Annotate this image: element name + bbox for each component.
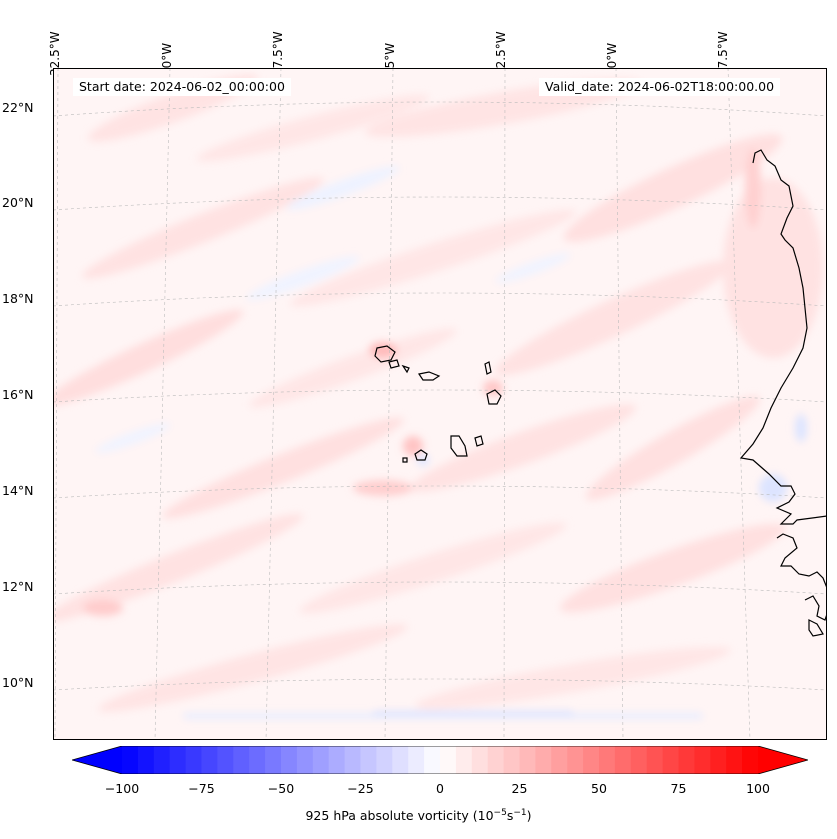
lat-label: 14°N: [2, 483, 34, 498]
colorbar-cell: [646, 746, 664, 774]
lat-label: 16°N: [2, 387, 34, 402]
colorbar-tick-label: 50: [591, 781, 607, 796]
valid-date-label: Valid_date: 2024-06-02T18:00:00.00: [539, 78, 781, 96]
colorbar-tick-label: 0: [436, 781, 444, 796]
lat-label: 12°N: [2, 579, 34, 594]
lat-label: 10°N: [2, 675, 34, 690]
lat-label: 20°N: [2, 195, 34, 210]
colorbar-cell: [392, 746, 409, 774]
colorbar-tick-label: 25: [511, 781, 528, 796]
start-date-label: Start date: 2024-06-02_00:00:00: [73, 78, 291, 96]
colorbar-cell: [599, 746, 616, 774]
lat-label: 18°N: [2, 291, 34, 306]
colorbar-cell: [185, 746, 202, 774]
colorbar-cell: [662, 746, 679, 774]
vorticity-field: [43, 74, 823, 719]
colorbar-cell: [296, 746, 314, 774]
colorbar-cell: [440, 746, 457, 774]
colorbar-cell: [328, 746, 346, 774]
colorbar-cell: [376, 746, 393, 774]
colorbar-min-arrow: [72, 746, 122, 774]
colorbar-cell: [726, 746, 743, 774]
colorbar-tick-label: −50: [267, 781, 295, 796]
vorticity-map: [43, 67, 828, 741]
colorbar-cell: [551, 746, 568, 774]
colorbar-cell: [344, 746, 361, 774]
colorbar-cell: [137, 746, 155, 774]
colorbar-cell: [503, 746, 520, 774]
colorbar-cell: [567, 746, 584, 774]
colorbar-cell: [614, 746, 632, 774]
colorbar-cell: [583, 746, 600, 774]
colorbar: [72, 746, 808, 774]
lat-label: 22°N: [2, 100, 34, 115]
colorbar-tick-label: 75: [670, 781, 687, 796]
colorbar-cell: [710, 746, 727, 774]
colorbar-max-arrow: [758, 746, 808, 774]
colorbar-tick-label: −100: [104, 781, 140, 796]
colorbar-cell: [630, 746, 648, 774]
colorbar-tick-label: −25: [347, 781, 374, 796]
colorbar-cell: [519, 746, 536, 774]
colorbar-cell: [265, 746, 282, 774]
colorbar-cell: [201, 746, 218, 774]
colorbar-label: 925 hPa absolute vorticity (10−5s−1): [305, 808, 532, 824]
map-frame: [53, 68, 827, 740]
colorbar-cell: [408, 746, 425, 774]
coastline: [374, 149, 828, 637]
colorbar-cell: [742, 746, 759, 774]
colorbar-cell: [455, 746, 473, 774]
colorbar-cell: [312, 746, 330, 774]
colorbar-cell: [487, 746, 505, 774]
colorbar-cell: [233, 746, 250, 774]
colorbar-cell: [281, 746, 298, 774]
colorbar-cell: [535, 746, 552, 774]
colorbar-tick-label: −75: [188, 781, 215, 796]
colorbar-cell: [217, 746, 234, 774]
colorbar-cell: [678, 746, 695, 774]
colorbar-cell: [694, 746, 711, 774]
map-panel: [43, 67, 828, 741]
colorbar-cell: [122, 746, 139, 774]
colorbar-cell: [360, 746, 377, 774]
colorbar-cell: [169, 746, 187, 774]
colorbar-tick-label: 100: [746, 781, 770, 796]
colorbar-cell: [471, 746, 489, 774]
colorbar-cell: [153, 746, 171, 774]
colorbar-cell: [249, 746, 266, 774]
colorbar-cell: [424, 746, 441, 774]
map-gridlines: [52, 67, 828, 741]
